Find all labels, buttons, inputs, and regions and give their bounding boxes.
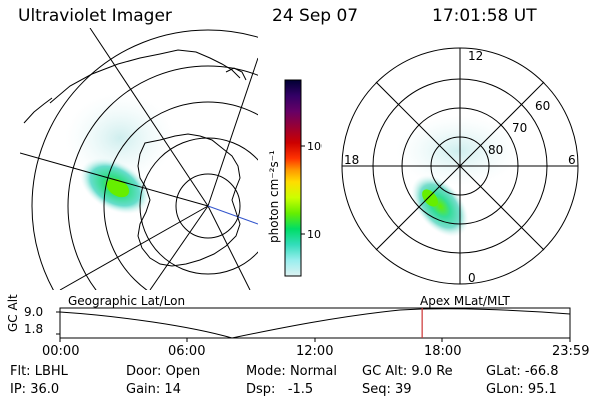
polar-lat-60: 60 — [535, 99, 550, 113]
timeline-left-label: Geographic Lat/Lon — [68, 294, 186, 308]
polar-label-12: 12 — [468, 49, 483, 63]
polar-label-0: 0 — [468, 271, 476, 285]
polar-plot: 12 6 0 18 60 70 80 — [341, 47, 579, 285]
x-tick-12: 12:00 — [296, 344, 334, 359]
altitude-timeline — [56, 307, 571, 342]
info-seq: Seq: 39 — [362, 382, 412, 397]
x-tick-2359: 23:59 — [552, 344, 590, 359]
colorbar-label: photon cm⁻²s⁻¹ — [267, 150, 281, 243]
timeline-ytick-9: 9.0 — [24, 305, 44, 319]
header-date: 24 Sep 07 — [272, 6, 359, 26]
timeline-ytick-1-8: 1.8 — [24, 322, 44, 336]
geographic-map — [20, 28, 258, 290]
info-flt: Flt: LBHL — [10, 364, 68, 379]
polar-lat-70: 70 — [512, 121, 527, 135]
timeline-right-label: Apex MLat/MLT — [420, 294, 510, 308]
imager-title: Ultraviolet Imager — [18, 6, 172, 26]
header-time: 17:01:58 UT — [432, 6, 537, 26]
colorbar-tick-10: 10 — [307, 228, 321, 241]
colorbar-gradient — [284, 79, 302, 277]
info-mode: Mode: Normal — [246, 364, 337, 379]
altitude-curve — [59, 308, 571, 339]
colorbar-tick-100: 100 — [307, 140, 322, 153]
info-gc-alt: GC Alt: 9.0 Re — [362, 364, 453, 379]
info-glat: GLat: -66.8 — [486, 364, 559, 379]
x-tick-00: 00:00 — [42, 344, 80, 359]
info-dsp: Dsp: -1.5 — [246, 382, 314, 397]
info-ip: IP: 36.0 — [10, 382, 60, 397]
polar-label-6: 6 — [568, 153, 576, 167]
polar-label-18: 18 — [344, 153, 359, 167]
x-tick-18: 18:00 — [424, 344, 462, 359]
polar-lat-80: 80 — [488, 143, 503, 157]
info-glon: GLon: 95.1 — [486, 382, 557, 397]
colorbar: 100 10 photon cm⁻²s⁻¹ — [267, 79, 322, 277]
info-gain: Gain: 14 — [126, 382, 181, 397]
x-tick-06: 06:00 — [168, 344, 206, 359]
info-door: Door: Open — [126, 364, 201, 379]
